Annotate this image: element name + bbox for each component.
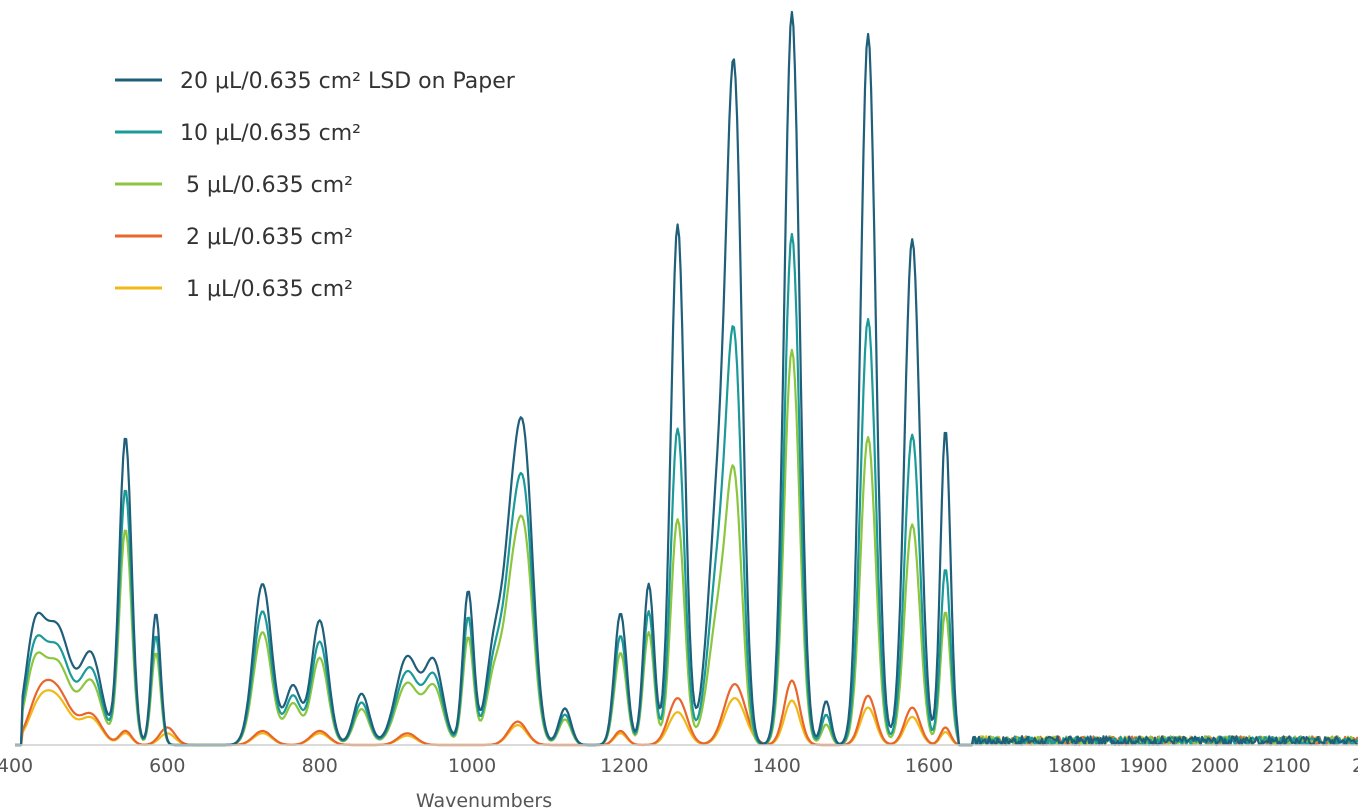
series-line-1: [15, 10, 1358, 747]
legend: 20 μL/0.635 cm² LSD on Paper 10 μL/0.635 …: [115, 69, 516, 302]
x-tick-label: 2: [1352, 755, 1358, 777]
x-tick-label: 1000: [448, 755, 496, 777]
x-tick-label: 600: [149, 755, 185, 777]
x-tick-label: 2100: [1262, 755, 1310, 777]
x-tick-labels: 400 600 800 1000 1200 1400 1600 1800 1900 2000 210…: [0, 755, 1358, 777]
legend-label-3: 5 μL/0.635 cm²: [186, 173, 353, 198]
legend-label-5: 1 μL/0.635 cm²: [186, 277, 353, 302]
x-tick-label: 1600: [905, 755, 953, 777]
x-tick-label: 1900: [1119, 755, 1167, 777]
x-tick-label: 800: [302, 755, 338, 777]
series-lines: [15, 10, 1358, 747]
x-tick-label: 400: [0, 755, 33, 777]
x-tick-label: 1800: [1048, 755, 1096, 777]
x-tick-label: 1200: [600, 755, 648, 777]
legend-label-4: 2 μL/0.635 cm²: [186, 225, 353, 250]
x-tick-label: 1400: [753, 755, 801, 777]
x-axis-title: Wavenumbers: [416, 790, 552, 810]
series-line-4: [15, 678, 1358, 747]
legend-label-2: 10 μL/0.635 cm²: [180, 121, 361, 146]
legend-label-1: 20 μL/0.635 cm² LSD on Paper: [180, 69, 516, 94]
x-tick-label: 2000: [1191, 755, 1239, 777]
